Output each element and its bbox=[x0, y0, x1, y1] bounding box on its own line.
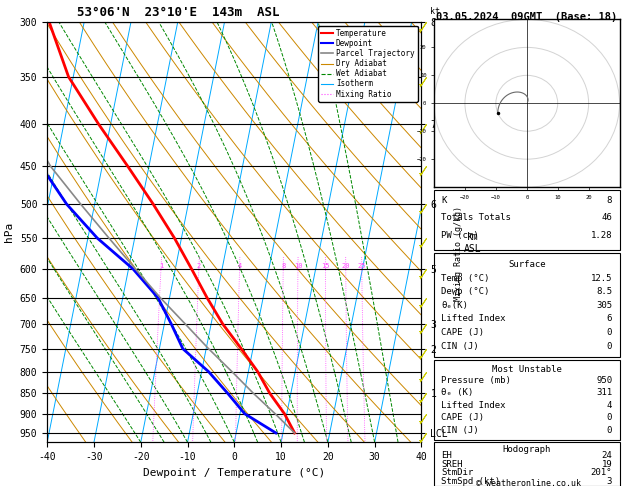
Text: Lifted Index: Lifted Index bbox=[442, 314, 506, 323]
Y-axis label: hPa: hPa bbox=[4, 222, 14, 242]
Text: CAPE (J): CAPE (J) bbox=[442, 413, 484, 422]
Text: Totals Totals: Totals Totals bbox=[442, 213, 511, 223]
Text: kt: kt bbox=[430, 7, 440, 16]
Legend: Temperature, Dewpoint, Parcel Trajectory, Dry Adiabat, Wet Adiabat, Isotherm, Mi: Temperature, Dewpoint, Parcel Trajectory… bbox=[318, 26, 418, 102]
Text: θₑ (K): θₑ (K) bbox=[442, 388, 474, 397]
Text: SREH: SREH bbox=[442, 460, 463, 469]
Text: 3: 3 bbox=[607, 477, 612, 486]
Text: 2: 2 bbox=[197, 263, 201, 269]
Text: 305: 305 bbox=[596, 301, 612, 310]
Text: Mixing Ratio (g/kg): Mixing Ratio (g/kg) bbox=[454, 206, 464, 300]
Text: Hodograph: Hodograph bbox=[503, 445, 551, 454]
Text: StmSpd (kt): StmSpd (kt) bbox=[442, 477, 501, 486]
Text: Temp (°C): Temp (°C) bbox=[442, 274, 490, 283]
Text: 8.5: 8.5 bbox=[596, 287, 612, 296]
Text: 6: 6 bbox=[607, 314, 612, 323]
Text: 0: 0 bbox=[607, 413, 612, 422]
Text: 0: 0 bbox=[607, 328, 612, 337]
Text: 20: 20 bbox=[342, 263, 350, 269]
Text: 24: 24 bbox=[601, 451, 612, 460]
Text: Most Unstable: Most Unstable bbox=[492, 365, 562, 374]
Text: 25: 25 bbox=[357, 263, 366, 269]
Text: 4: 4 bbox=[607, 400, 612, 410]
Text: Dewp (°C): Dewp (°C) bbox=[442, 287, 490, 296]
Text: 10: 10 bbox=[294, 263, 302, 269]
Text: 1: 1 bbox=[159, 263, 163, 269]
Text: StmDir: StmDir bbox=[442, 468, 474, 477]
Text: 201°: 201° bbox=[591, 468, 612, 477]
Text: EH: EH bbox=[442, 451, 452, 460]
Text: 311: 311 bbox=[596, 388, 612, 397]
Text: CAPE (J): CAPE (J) bbox=[442, 328, 484, 337]
Text: 12.5: 12.5 bbox=[591, 274, 612, 283]
Text: Surface: Surface bbox=[508, 260, 545, 269]
Text: 4: 4 bbox=[237, 263, 242, 269]
Text: 8: 8 bbox=[607, 195, 612, 205]
X-axis label: Dewpoint / Temperature (°C): Dewpoint / Temperature (°C) bbox=[143, 468, 325, 478]
Text: K: K bbox=[442, 195, 447, 205]
Text: 950: 950 bbox=[596, 376, 612, 385]
Y-axis label: km
ASL: km ASL bbox=[464, 232, 482, 254]
Text: 19: 19 bbox=[601, 460, 612, 469]
Text: © weatheronline.co.uk: © weatheronline.co.uk bbox=[476, 479, 581, 486]
Text: θₑ(K): θₑ(K) bbox=[442, 301, 469, 310]
Text: 15: 15 bbox=[321, 263, 330, 269]
Text: 0: 0 bbox=[607, 426, 612, 434]
Text: PW (cm): PW (cm) bbox=[442, 231, 479, 240]
Text: CIN (J): CIN (J) bbox=[442, 426, 479, 434]
Text: 0: 0 bbox=[607, 342, 612, 350]
Text: 46: 46 bbox=[601, 213, 612, 223]
Text: Lifted Index: Lifted Index bbox=[442, 400, 506, 410]
Text: Pressure (mb): Pressure (mb) bbox=[442, 376, 511, 385]
Text: 8: 8 bbox=[281, 263, 286, 269]
Text: 1.28: 1.28 bbox=[591, 231, 612, 240]
Text: CIN (J): CIN (J) bbox=[442, 342, 479, 350]
Text: 03.05.2024  09GMT  (Base: 18): 03.05.2024 09GMT (Base: 18) bbox=[436, 12, 618, 22]
Text: 53°06'N  23°10'E  143m  ASL: 53°06'N 23°10'E 143m ASL bbox=[77, 6, 279, 19]
